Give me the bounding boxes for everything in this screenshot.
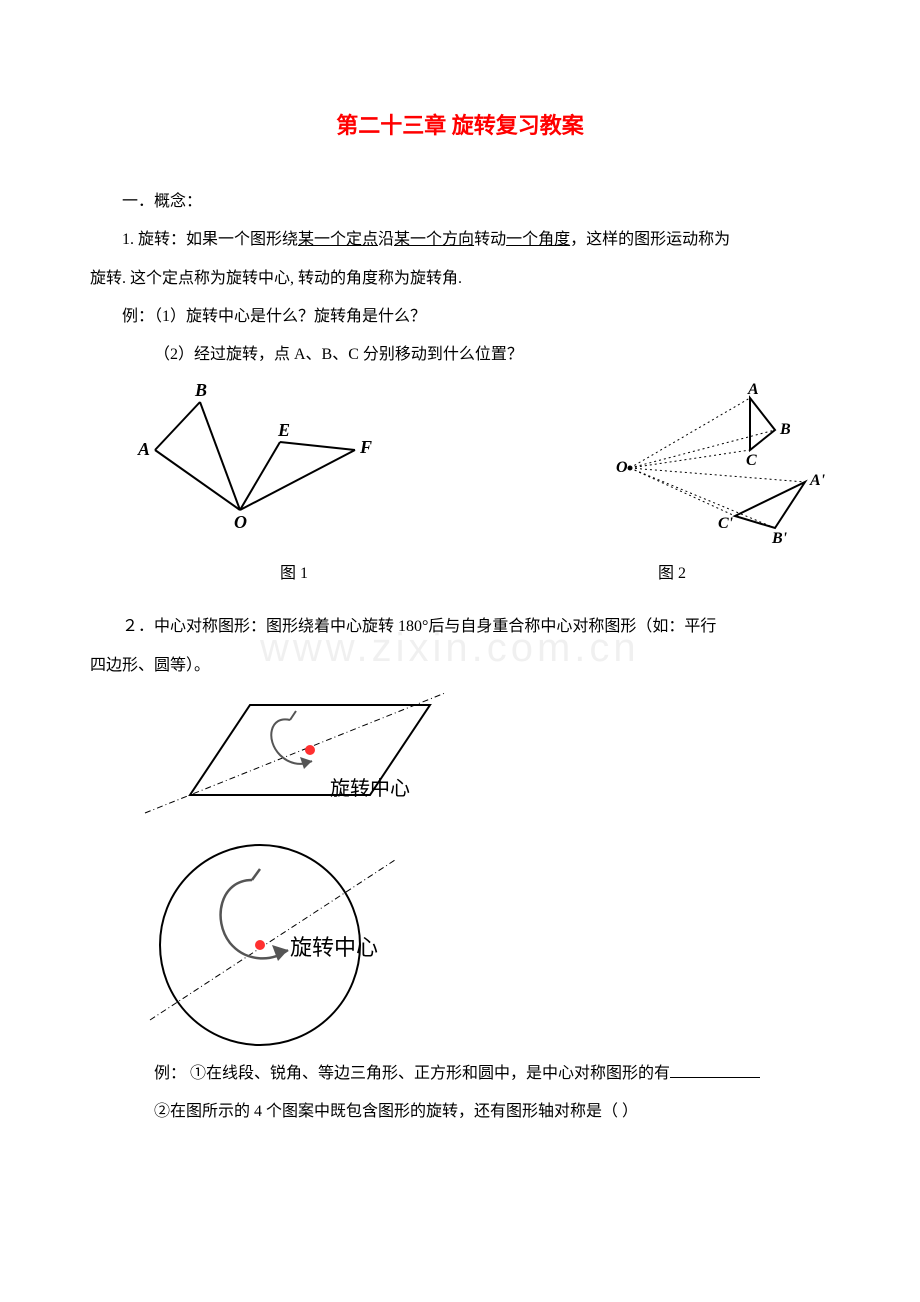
figure-2-caption: 图 2 bbox=[658, 555, 686, 593]
figure-1-caption: 图 1 bbox=[280, 555, 308, 593]
fig2-label-a: A bbox=[747, 381, 759, 398]
section1-heading: 一．概念： bbox=[90, 183, 830, 221]
underline-3: 一个角度 bbox=[506, 231, 570, 248]
fig2-label-bp: B' bbox=[771, 530, 788, 547]
chapter-title: 第二十三章 旋转复习教案 bbox=[90, 100, 830, 153]
fig1-label-b: B bbox=[194, 380, 207, 400]
fig2-label-c: C bbox=[746, 452, 757, 469]
fig1-label-f: F bbox=[359, 437, 372, 457]
example2-line1: 例： ①在线段、锐角、等边三角形、正方形和圆中，是中心对称图形的有 bbox=[90, 1055, 830, 1093]
text-1b: 沿 bbox=[378, 231, 394, 248]
fill-blank bbox=[670, 1063, 760, 1078]
figure-row: A B E F O O A bbox=[120, 380, 830, 550]
circle-center-label: 旋转中心 bbox=[290, 935, 378, 960]
fig1-label-o: O bbox=[234, 512, 247, 530]
para-center-sym-2: 四边形、圆等）。 bbox=[90, 647, 830, 685]
fig2-label-cp: C' bbox=[718, 515, 734, 532]
figure-2: O A B C A' B' C' bbox=[610, 380, 830, 550]
figure-caption-row: 图 1 图 2 bbox=[90, 555, 830, 593]
example2-text: 例： ①在线段、锐角、等边三角形、正方形和圆中，是中心对称图形的有 bbox=[154, 1065, 670, 1082]
text-1a: 1. 旋转：如果一个图形绕 bbox=[122, 231, 298, 248]
fig2-label-ap: A' bbox=[809, 472, 826, 489]
fig1-label-a: A bbox=[137, 439, 150, 459]
example1-line2: （2）经过旋转，点 A、B、C 分别移动到什么位置？ bbox=[90, 336, 830, 374]
text-1d: ，这样的图形运动称为 bbox=[570, 231, 730, 248]
parallelogram-center-label: 旋转中心 bbox=[330, 777, 410, 800]
figure-circle: 旋转中心 bbox=[120, 825, 420, 1055]
fig1-label-e: E bbox=[277, 420, 290, 440]
example2-line2: ②在图所示的 4 个图案中既包含图形的旋转，还有图形轴对称是（ ） bbox=[90, 1093, 830, 1131]
para-center-sym-1: ２．中心对称图形：图形绕着中心旋转 180°后与自身重合称中心对称图形（如：平行 bbox=[90, 608, 830, 646]
para-rotation-def-1: 1. 旋转：如果一个图形绕某一个定点沿某一个方向转动一个角度，这样的图形运动称为 bbox=[90, 221, 830, 259]
example1-line1: 例：（1）旋转中心是什么？旋转角是什么？ bbox=[90, 298, 830, 336]
figure-1: A B E F O bbox=[120, 380, 380, 530]
fig2-label-b: B bbox=[779, 421, 791, 438]
figure-parallelogram: 旋转中心 bbox=[120, 685, 450, 825]
underline-2: 某一个方向 bbox=[394, 231, 474, 248]
text-1c: 转动 bbox=[474, 231, 506, 248]
para-rotation-def-2: 旋转. 这个定点称为旋转中心, 转动的角度称为旋转角. bbox=[90, 260, 830, 298]
underline-1: 某一个定点 bbox=[298, 231, 378, 248]
fig2-label-o: O bbox=[616, 459, 628, 476]
